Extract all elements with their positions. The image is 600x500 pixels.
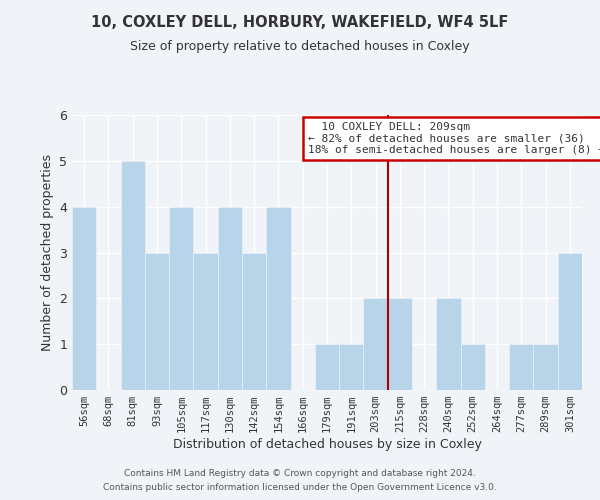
Bar bbox=[266, 206, 290, 390]
Bar bbox=[533, 344, 558, 390]
Text: Contains HM Land Registry data © Crown copyright and database right 2024.: Contains HM Land Registry data © Crown c… bbox=[124, 468, 476, 477]
Bar bbox=[242, 252, 266, 390]
Bar bbox=[72, 206, 96, 390]
Bar bbox=[121, 161, 145, 390]
Bar bbox=[145, 252, 169, 390]
Bar bbox=[169, 206, 193, 390]
Bar bbox=[315, 344, 339, 390]
X-axis label: Distribution of detached houses by size in Coxley: Distribution of detached houses by size … bbox=[173, 438, 481, 451]
Text: 10, COXLEY DELL, HORBURY, WAKEFIELD, WF4 5LF: 10, COXLEY DELL, HORBURY, WAKEFIELD, WF4… bbox=[91, 15, 509, 30]
Bar bbox=[339, 344, 364, 390]
Bar bbox=[558, 252, 582, 390]
Bar bbox=[436, 298, 461, 390]
Text: Contains public sector information licensed under the Open Government Licence v3: Contains public sector information licen… bbox=[103, 484, 497, 492]
Text: Size of property relative to detached houses in Coxley: Size of property relative to detached ho… bbox=[130, 40, 470, 53]
Bar bbox=[218, 206, 242, 390]
Bar bbox=[509, 344, 533, 390]
Text: 10 COXLEY DELL: 209sqm  
← 82% of detached houses are smaller (36)
18% of semi-d: 10 COXLEY DELL: 209sqm ← 82% of detached… bbox=[308, 122, 600, 155]
Bar bbox=[364, 298, 388, 390]
Bar bbox=[461, 344, 485, 390]
Y-axis label: Number of detached properties: Number of detached properties bbox=[41, 154, 53, 351]
Bar bbox=[193, 252, 218, 390]
Bar bbox=[388, 298, 412, 390]
